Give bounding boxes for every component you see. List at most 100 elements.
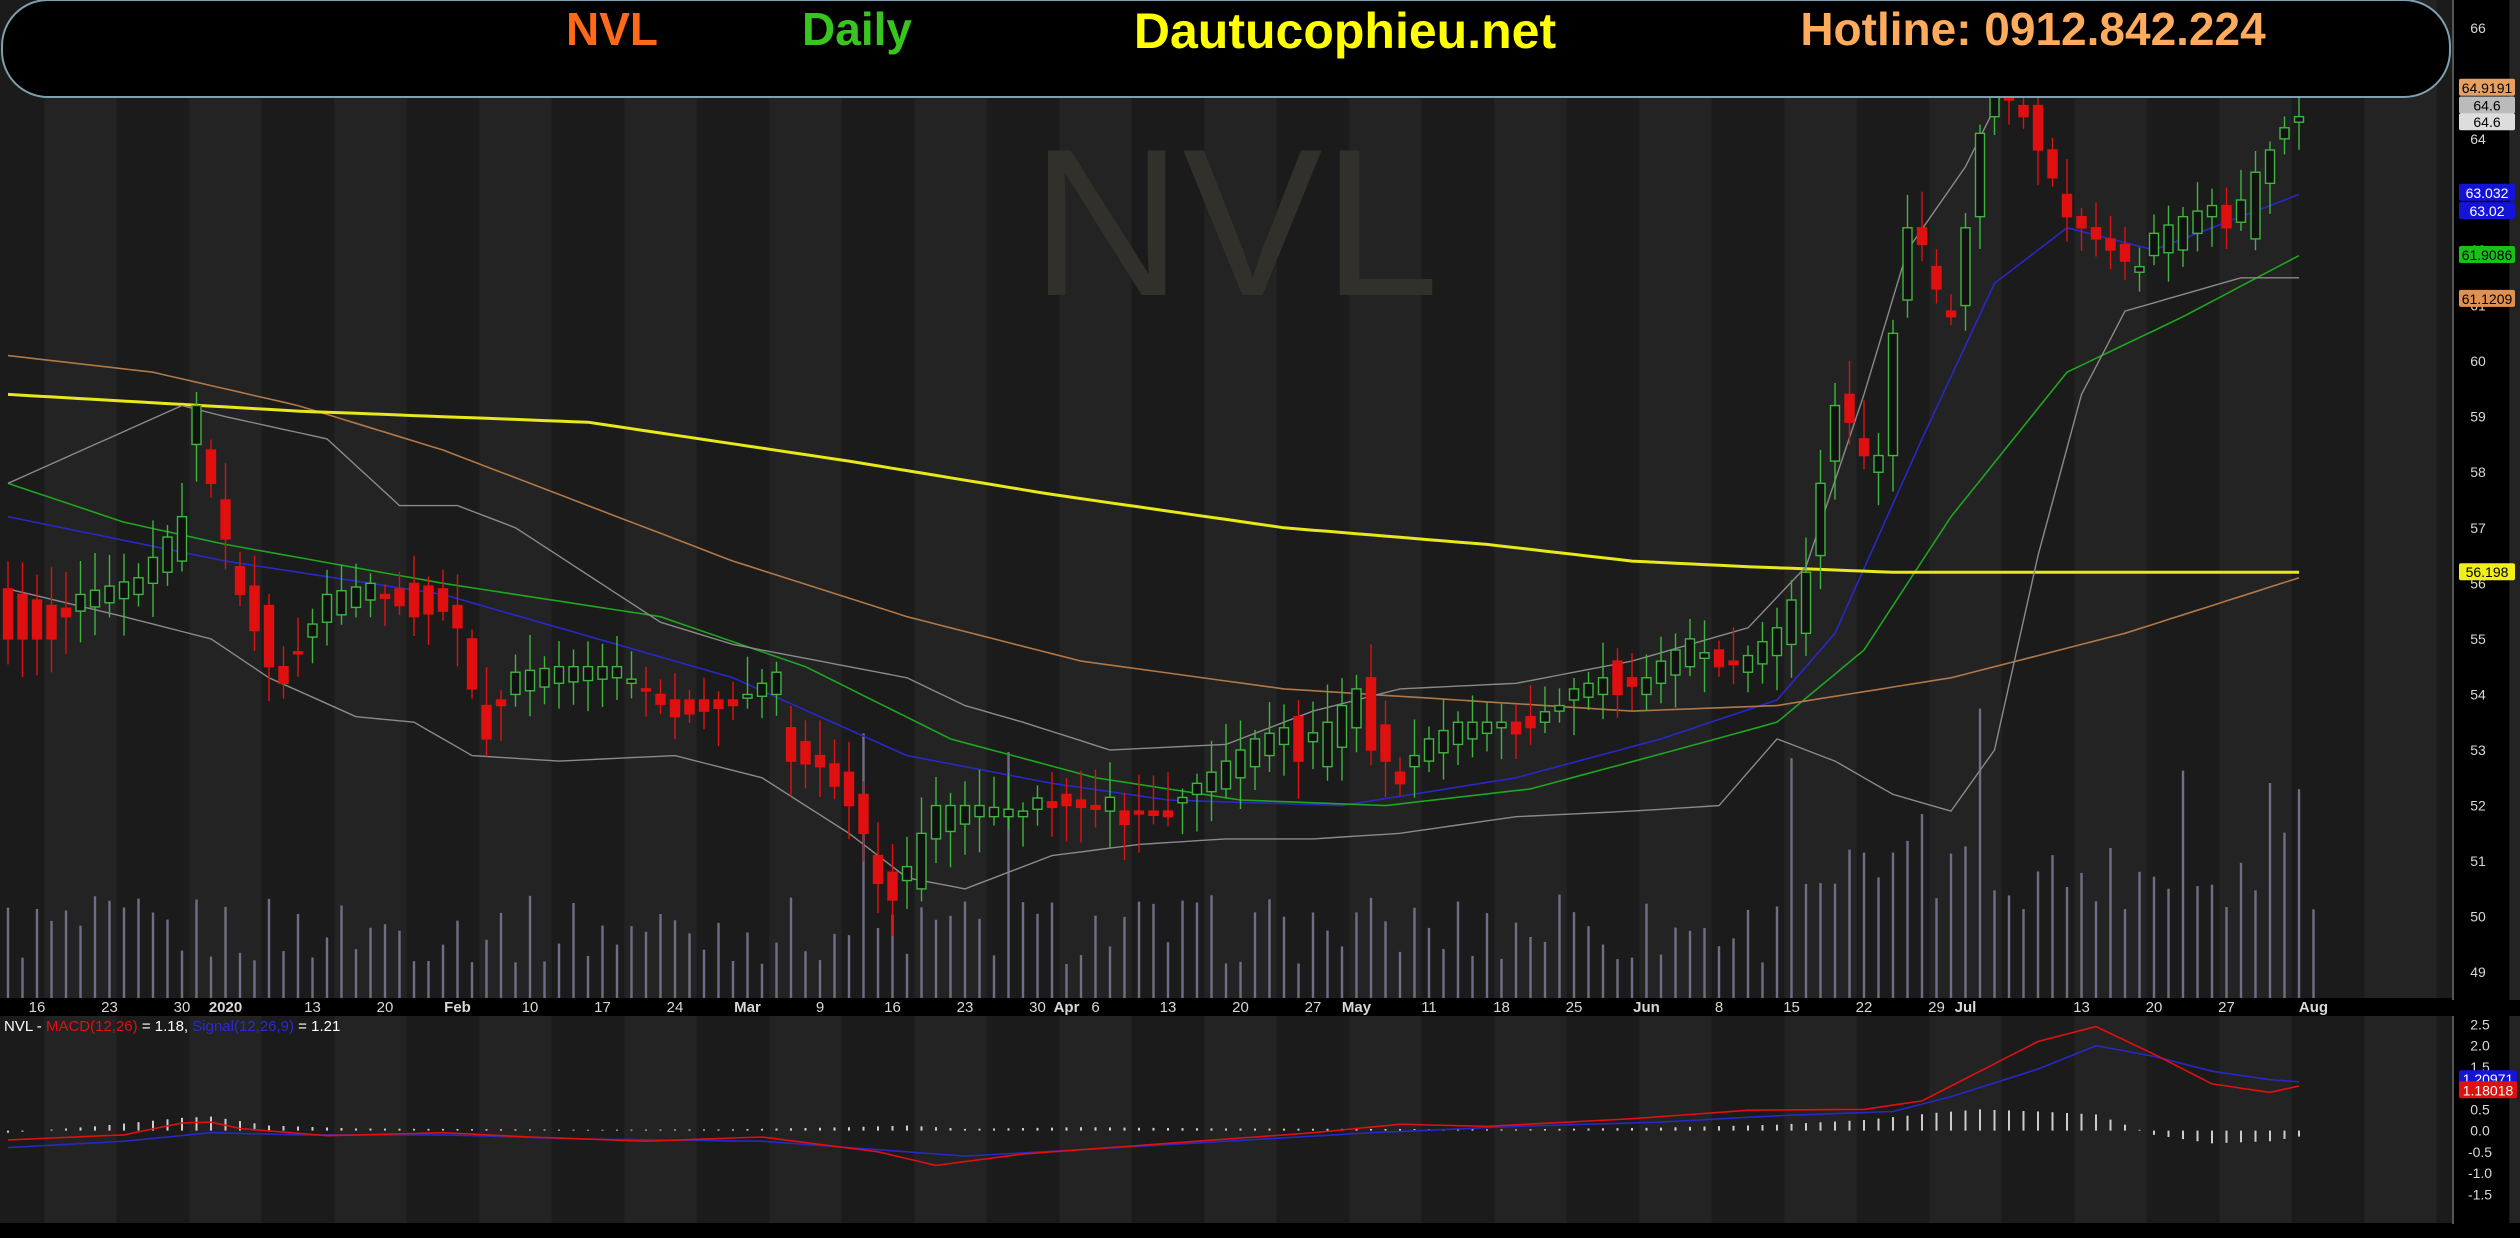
candle-down xyxy=(1090,804,1101,810)
macd-panel[interactable]: NVL - MACD(12,26) = 1.18, Signal(12,26,9… xyxy=(0,1016,2520,1224)
volume-bar xyxy=(934,919,938,1000)
candle-up xyxy=(2250,171,2261,240)
macd-tick-label: 0.0 xyxy=(2470,1123,2490,1139)
candle-down xyxy=(1626,677,1638,687)
price-axis[interactable]: 49505152535455565758596061626364656664.9… xyxy=(2452,0,2515,1000)
candle-down xyxy=(205,449,217,485)
candle-up xyxy=(1307,732,1319,743)
candle-up xyxy=(1423,738,1435,762)
candle-down xyxy=(1133,810,1145,815)
volume-bar xyxy=(441,944,445,1000)
candle-down xyxy=(1119,810,1130,826)
volume-bar xyxy=(1021,902,1025,1000)
volume-bar xyxy=(2036,871,2040,1000)
candle-up xyxy=(1496,721,1507,729)
candle-down xyxy=(669,699,681,718)
volume-bar xyxy=(992,955,996,1000)
stripe-band xyxy=(334,0,407,1000)
header-banner: NVL Daily Dautucophieu.net Hotline: 0912… xyxy=(1,0,2451,98)
candle-up xyxy=(1742,654,1754,673)
macd-stripe-band xyxy=(1059,1016,1132,1223)
candle-up xyxy=(597,665,608,680)
candle-down xyxy=(1510,721,1522,735)
volume-bar xyxy=(1993,890,1996,1000)
volume-bar xyxy=(978,918,981,1000)
candle-up xyxy=(611,665,623,679)
volume-bar xyxy=(1471,955,1474,1000)
volume-bar xyxy=(1630,957,1634,1000)
candle-up xyxy=(2206,204,2218,218)
candle-down xyxy=(1162,810,1174,818)
date-tick-label: Feb xyxy=(444,999,471,1016)
candle-down xyxy=(2047,149,2058,179)
candle-up xyxy=(1278,727,1290,746)
candle-up xyxy=(2264,149,2276,185)
volume-bar xyxy=(2225,907,2228,1000)
volume-bar xyxy=(1297,963,1300,1000)
volume-bar xyxy=(1007,752,1010,1000)
volume-bar xyxy=(151,912,155,1000)
price-tick-label: 52 xyxy=(2470,798,2486,814)
volume-bar xyxy=(2268,783,2272,1000)
candle-up xyxy=(147,556,159,585)
candle-down xyxy=(1612,660,1623,696)
candle-down xyxy=(1844,393,1855,423)
candle-down xyxy=(2119,243,2131,262)
macd-stripe-band xyxy=(914,1016,987,1223)
volume-bar xyxy=(470,962,474,1000)
volume-bar xyxy=(1877,877,1880,1000)
volume-bar xyxy=(1949,853,1953,1000)
date-tick-label: 6 xyxy=(1091,999,1099,1016)
date-tick-label: 10 xyxy=(522,999,539,1016)
price-last-value-box xyxy=(2459,113,2515,131)
macd-stripe-band xyxy=(769,1016,842,1223)
date-tick-label: 27 xyxy=(1305,999,1322,1016)
volume-bar xyxy=(673,920,677,1000)
candle-up xyxy=(1467,721,1478,740)
date-tick-label: 13 xyxy=(2073,999,2090,1016)
price-last-value-label: 56.198 xyxy=(2466,564,2509,580)
volume-bar xyxy=(325,937,329,1000)
ma-line xyxy=(7,277,2299,890)
candle-down xyxy=(31,599,43,640)
date-tick-label: Aug xyxy=(2299,999,2328,1016)
volume-bar xyxy=(905,953,909,1000)
candle-up xyxy=(75,593,86,612)
volume-bar xyxy=(659,913,662,1000)
volume-bar xyxy=(949,915,952,1000)
candle-up xyxy=(1815,482,1826,557)
volume-bar xyxy=(688,933,691,1000)
volume-bar xyxy=(1210,895,1213,1000)
candle-down xyxy=(843,771,855,807)
candle-up xyxy=(1336,704,1348,748)
price-panel[interactable]: NVL xyxy=(0,0,2520,1000)
candle-down xyxy=(17,593,28,640)
volume-bar xyxy=(1268,899,1271,1000)
volume-bar xyxy=(2196,886,2199,1000)
volume-bar xyxy=(557,943,561,1000)
volume-bar xyxy=(760,963,764,1000)
volume-bar xyxy=(485,939,488,1000)
volume-bar xyxy=(2123,909,2127,1000)
date-tick-label: 30 xyxy=(174,999,191,1016)
volume-bar xyxy=(731,960,735,1000)
candle-up xyxy=(1177,796,1188,804)
candle-down xyxy=(1916,227,1928,246)
candle-up xyxy=(2235,199,2247,223)
date-axis[interactable]: 16 23 30 2020 13 20 Feb 10 17 24 Mar 9 16 23 30 Apr 6 13 2… xyxy=(0,998,2452,1016)
candle-up xyxy=(321,593,333,623)
volume-bar xyxy=(1833,883,1837,1000)
price-last-value-box xyxy=(2459,289,2515,307)
volume-bar xyxy=(1413,907,1416,1000)
volume-bar xyxy=(615,944,619,1000)
candle-up xyxy=(1264,732,1275,757)
price-last-value-label: 64.6 xyxy=(2473,114,2500,130)
volume-bar xyxy=(644,931,648,1000)
date-tick-label: 30 xyxy=(1029,999,1046,1016)
volume-bar xyxy=(2065,887,2069,1000)
candle-down xyxy=(1061,793,1072,807)
volume-bar xyxy=(369,927,372,1000)
stripe-band xyxy=(1349,0,1422,1000)
date-tick-label: 16 xyxy=(884,999,901,1016)
